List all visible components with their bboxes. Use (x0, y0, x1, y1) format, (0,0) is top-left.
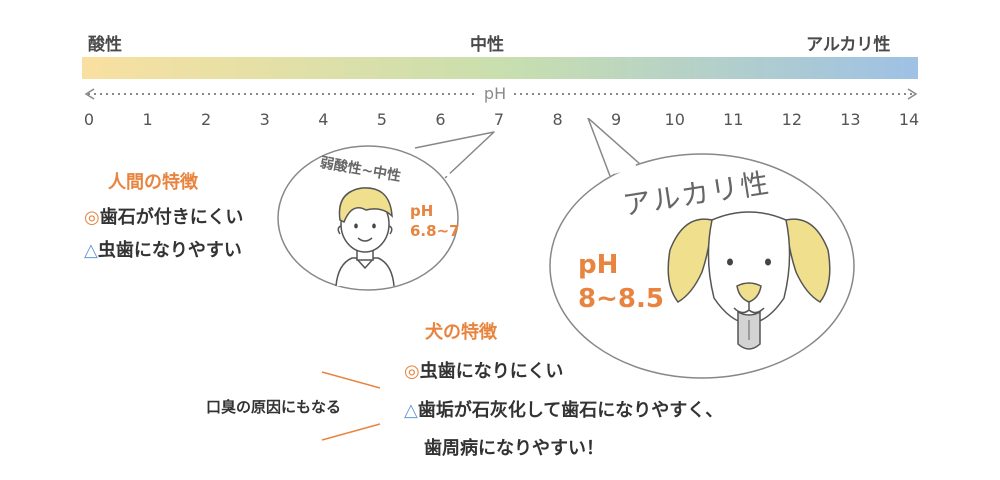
note-connector-lines (321, 371, 381, 441)
ph-tick-4: 4 (318, 110, 329, 129)
ph-tick-13: 13 (840, 110, 861, 129)
arrow-left-icon (84, 88, 95, 100)
triangle-icon: △ (404, 400, 418, 421)
human-face-icon (335, 187, 395, 287)
double-circle-icon: ◎ (84, 207, 100, 228)
ph-tick-14: 14 (898, 110, 920, 129)
dog-bad-text-line1: 歯垢が石灰化して歯石になりやすく、 (417, 400, 724, 421)
ph-tick-7: 7 (493, 110, 505, 129)
human-ph-label: pH (410, 202, 434, 220)
halitosis-note: 口臭の原因にもなる (206, 398, 342, 416)
dog-good-feature: ◎虫歯になりにくい (404, 357, 563, 383)
human-bad-text: 虫歯になりやすい (97, 240, 242, 261)
ph-tick-5: 5 (376, 110, 387, 129)
dog-bad-feature: △歯垢が石灰化して歯石になりやすく、 (404, 396, 723, 422)
human-features-title: 人間の特徴 (108, 172, 198, 193)
dog-face-icon (667, 211, 831, 350)
acid-label: 酸性 (88, 35, 122, 55)
ph-tick-12: 12 (781, 110, 803, 129)
dog-features-title: 犬の特徴 (425, 322, 497, 343)
arrow-right-icon (907, 88, 918, 100)
ph-tick-1: 1 (142, 110, 153, 129)
ph-tick-3: 3 (259, 110, 270, 129)
dog-bad-text-line2: 歯周病になりやすい！ (424, 438, 604, 459)
human-good-feature: ◎歯石が付きにくい (84, 203, 243, 229)
ph-tick-0: 0 (83, 110, 95, 129)
ph-tick-11: 11 (723, 110, 744, 129)
human-ph-value: 6.8~7 (410, 222, 460, 240)
ph-axis-arrow (84, 88, 918, 100)
dog-good-text: 虫歯になりにくい (419, 361, 564, 382)
human-good-text: 歯石が付きにくい (99, 207, 244, 228)
ph-tick-9: 9 (611, 110, 622, 129)
dog-ph-label: pH (578, 250, 619, 280)
ph-axis-label: pH (478, 84, 512, 103)
ph-tick-2: 2 (201, 110, 212, 129)
human-bad-feature: △虫歯になりやすい (84, 236, 242, 262)
ph-tick-8: 8 (552, 110, 563, 129)
ph-gradient-bar (82, 57, 918, 79)
neutral-label: 中性 (470, 35, 504, 55)
ph-tick-6: 6 (435, 110, 446, 129)
triangle-icon: △ (84, 240, 98, 261)
alkaline-label: アルカリ性 (806, 35, 891, 55)
dog-ph-value: 8~8.5 (578, 284, 664, 314)
double-circle-icon: ◎ (404, 361, 420, 382)
ph-tick-10: 10 (664, 110, 685, 129)
